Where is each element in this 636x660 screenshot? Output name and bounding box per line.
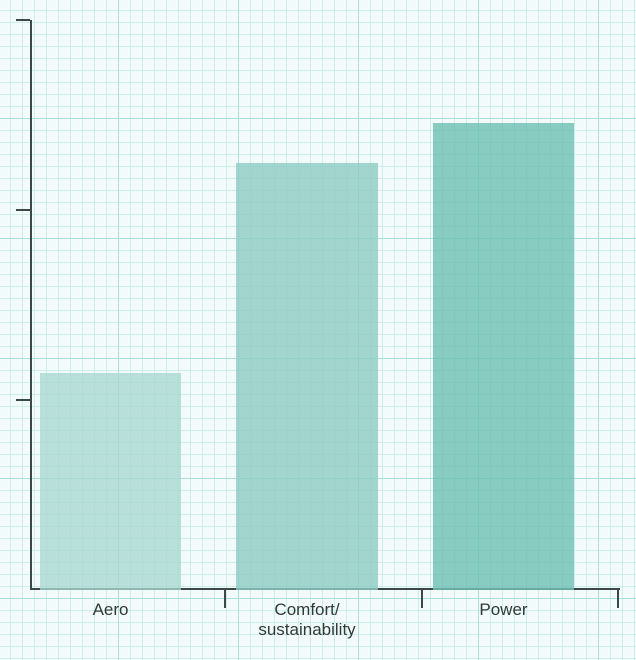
- y-axis-tick: [16, 399, 30, 401]
- bar: [236, 163, 377, 591]
- bar: [433, 123, 574, 590]
- x-axis-tick: [617, 590, 619, 608]
- bar-chart: AeroComfort/ sustainabilityPower: [0, 0, 636, 660]
- y-axis-tick: [16, 209, 30, 211]
- x-axis-label: Comfort/ sustainability: [209, 600, 405, 639]
- y-axis-tick: [16, 19, 30, 21]
- plot-area: [30, 20, 620, 590]
- y-axis: [30, 20, 32, 590]
- x-axis-label: Aero: [12, 600, 208, 620]
- bar: [40, 373, 181, 590]
- x-axis-label: Power: [405, 600, 601, 620]
